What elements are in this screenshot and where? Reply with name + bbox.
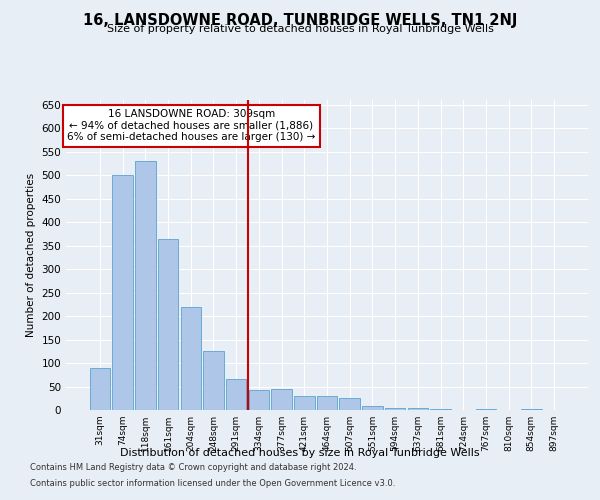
Text: 16 LANSDOWNE ROAD: 309sqm
← 94% of detached houses are smaller (1,886)
6% of sem: 16 LANSDOWNE ROAD: 309sqm ← 94% of detac…	[67, 110, 316, 142]
Text: 16, LANSDOWNE ROAD, TUNBRIDGE WELLS, TN1 2NJ: 16, LANSDOWNE ROAD, TUNBRIDGE WELLS, TN1…	[83, 12, 517, 28]
Bar	[362, 406, 383, 410]
Bar	[203, 352, 224, 410]
Bar	[430, 409, 451, 410]
Bar	[385, 408, 406, 410]
Bar	[135, 161, 155, 410]
Bar	[340, 398, 360, 410]
Bar	[521, 409, 542, 410]
Y-axis label: Number of detached properties: Number of detached properties	[26, 173, 36, 337]
Bar	[90, 368, 110, 410]
Bar	[294, 396, 314, 410]
Bar	[317, 396, 337, 410]
Bar	[158, 238, 178, 410]
Bar	[407, 408, 428, 410]
Text: Distribution of detached houses by size in Royal Tunbridge Wells: Distribution of detached houses by size …	[120, 448, 480, 458]
Bar	[181, 306, 201, 410]
Bar	[112, 175, 133, 410]
Text: Size of property relative to detached houses in Royal Tunbridge Wells: Size of property relative to detached ho…	[107, 24, 493, 34]
Text: Contains HM Land Registry data © Crown copyright and database right 2024.: Contains HM Land Registry data © Crown c…	[30, 464, 356, 472]
Bar	[226, 380, 247, 410]
Bar	[248, 390, 269, 410]
Bar	[476, 409, 496, 410]
Text: Contains public sector information licensed under the Open Government Licence v3: Contains public sector information licen…	[30, 478, 395, 488]
Bar	[271, 389, 292, 410]
